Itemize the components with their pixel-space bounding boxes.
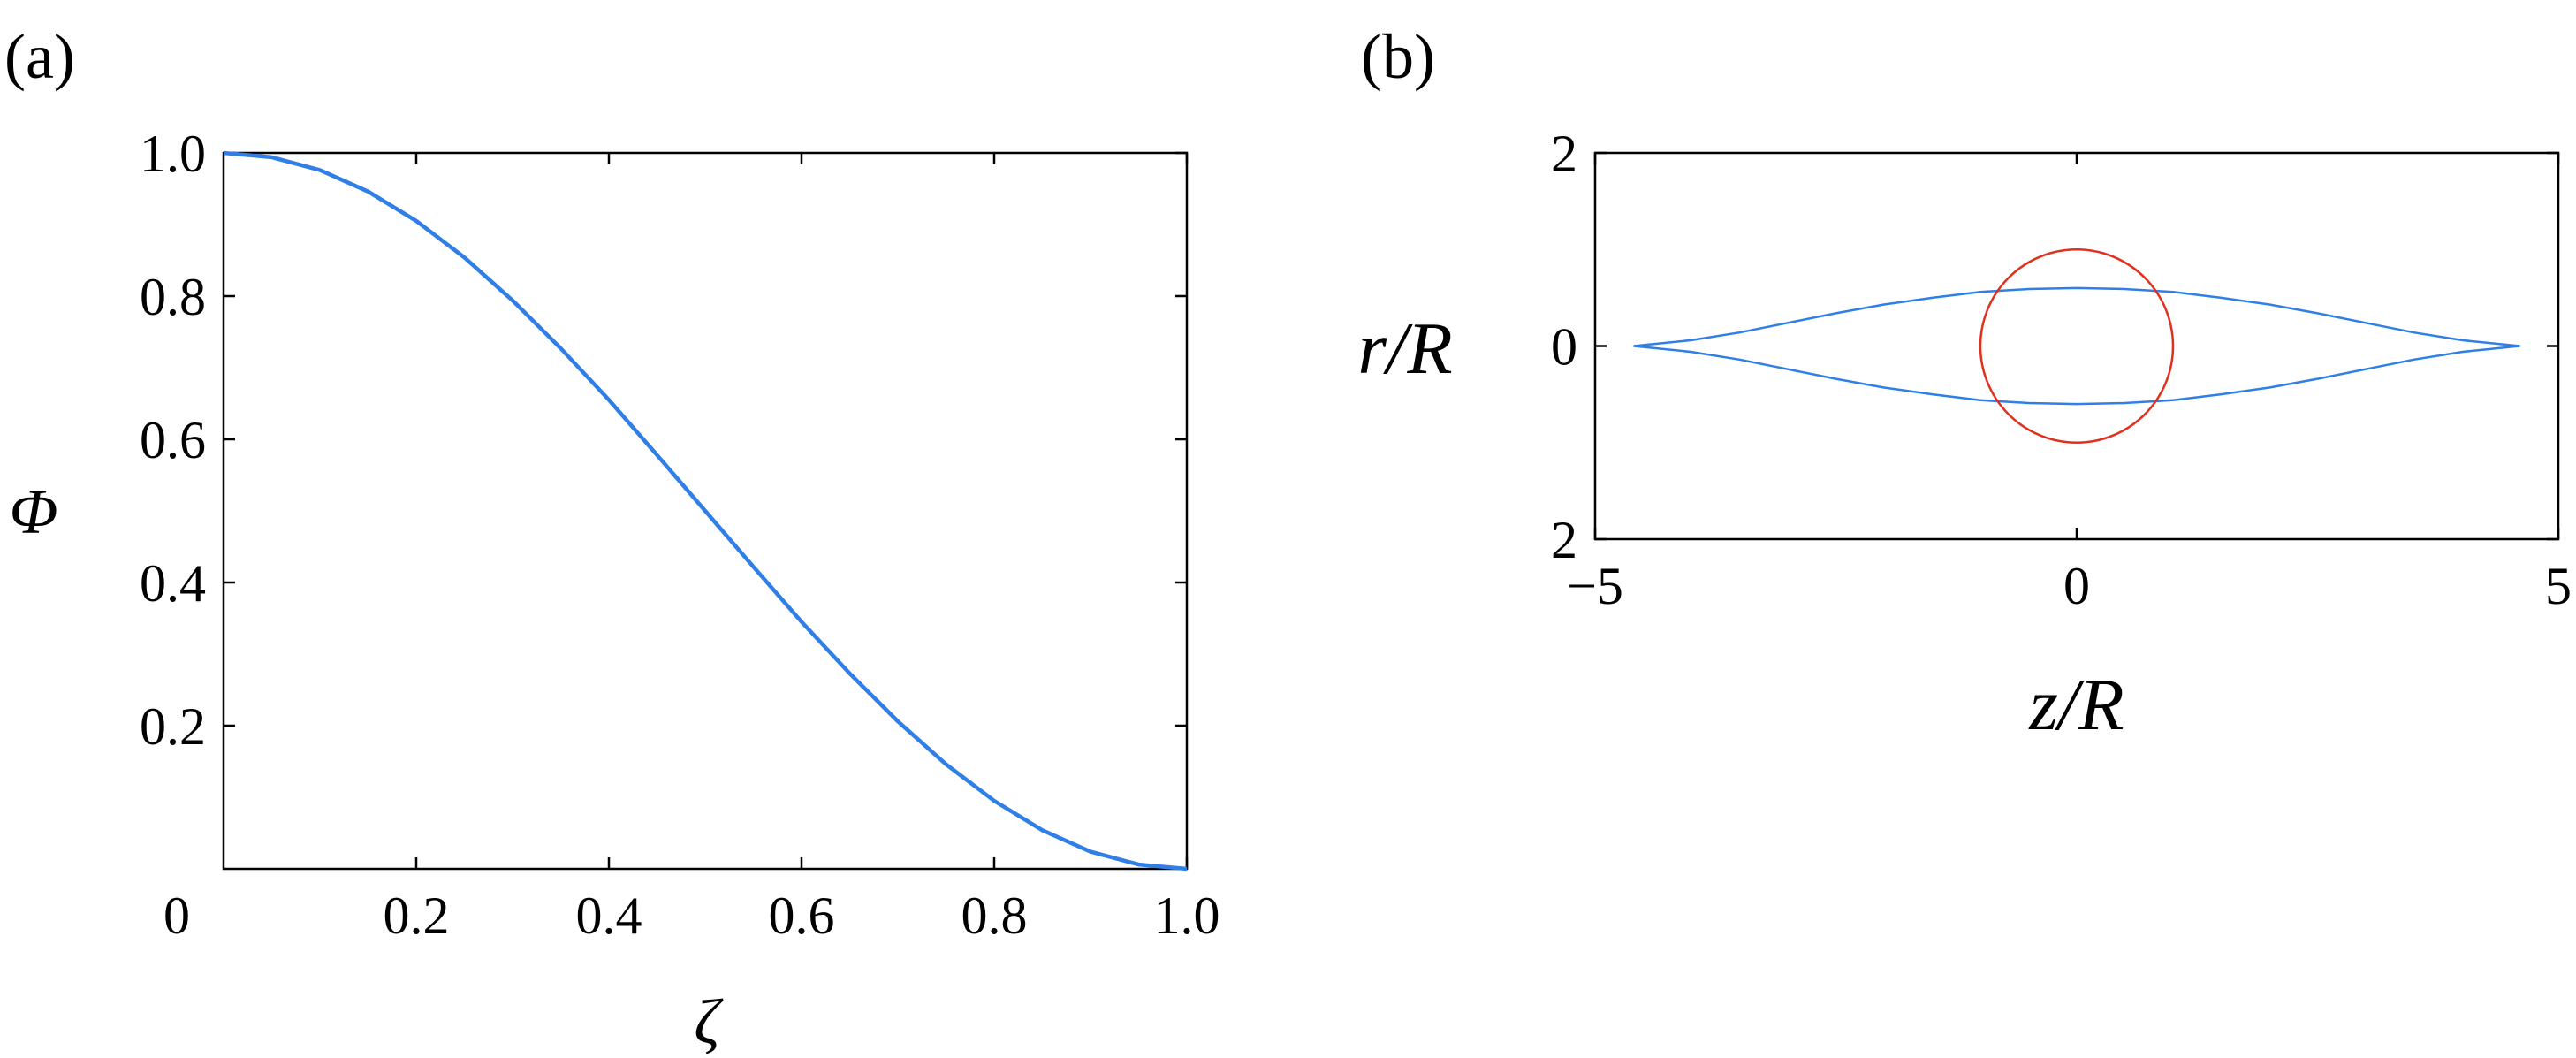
panel-a-x-tick-label: 0.6 [769, 887, 835, 945]
panel-a-frame [222, 151, 1189, 871]
panel-a-y-tick-label: 0.2 [140, 697, 206, 756]
panel-a-label: (a) [4, 21, 75, 92]
panel-b-tick-labels: −5 0 5 2 0 2 [1551, 125, 2572, 615]
panel-a-y-axis-title: Φ [10, 476, 58, 547]
panel-b-y-tick-label: 0 [1551, 318, 1577, 377]
panel-a: (a) 0.2 0.4 0.6 0.8 1.0 0.2 0.4 0.6 0.8 1.0 0 Φ ζ [4, 21, 1220, 1057]
panel-a-series [223, 150, 1188, 872]
panel-b-x-tick-label: 0 [2063, 557, 2090, 615]
panel-b-frame [1593, 151, 2560, 541]
panel-b-circle [1979, 248, 2175, 444]
panel-b-label: (b) [1361, 21, 1435, 92]
panel-b-x-axis-title: z/R [2028, 664, 2124, 746]
panel-b-y-tick-label: 2 [1551, 125, 1577, 183]
panel-b: (b) −5 0 5 2 0 2 r/R z/R [1357, 21, 2572, 746]
panel-b-series [1633, 248, 2520, 444]
panel-a-series-line [223, 150, 1188, 872]
panel-a-x-tick-label: 0.4 [576, 887, 642, 945]
panel-b-x-tick-label: 5 [2545, 557, 2572, 615]
panel-a-ticks [224, 151, 1189, 869]
panel-a-x-tick-label: 0.2 [384, 887, 450, 945]
panel-a-y-tick-label: 1.0 [140, 125, 206, 183]
panel-b-y-axis-title: r/R [1357, 308, 1452, 390]
panel-a-y-tick-label: 0.8 [140, 268, 206, 326]
panel-a-x-tick-label: 0.8 [961, 887, 1028, 945]
panel-b-ticks [1593, 151, 2560, 541]
panel-a-tick-labels: 0.2 0.4 0.6 0.8 1.0 0.2 0.4 0.6 0.8 1.0 [140, 125, 1220, 945]
panel-b-x-tick-label: −5 [1567, 557, 1623, 615]
panel-b-profile-line-1 [1633, 345, 2520, 406]
panel-a-y-tick-label: 0.4 [140, 554, 206, 613]
panel-a-origin-label: 0 [163, 887, 190, 945]
panel-a-y-tick-label: 0.6 [140, 411, 206, 469]
panel-a-x-tick-label: 1.0 [1154, 887, 1220, 945]
panel-b-profile-line-0 [1633, 286, 2520, 347]
panel-b-y-tick-label: 2 [1551, 511, 1577, 569]
panel-a-x-axis-title: ζ [694, 986, 724, 1057]
